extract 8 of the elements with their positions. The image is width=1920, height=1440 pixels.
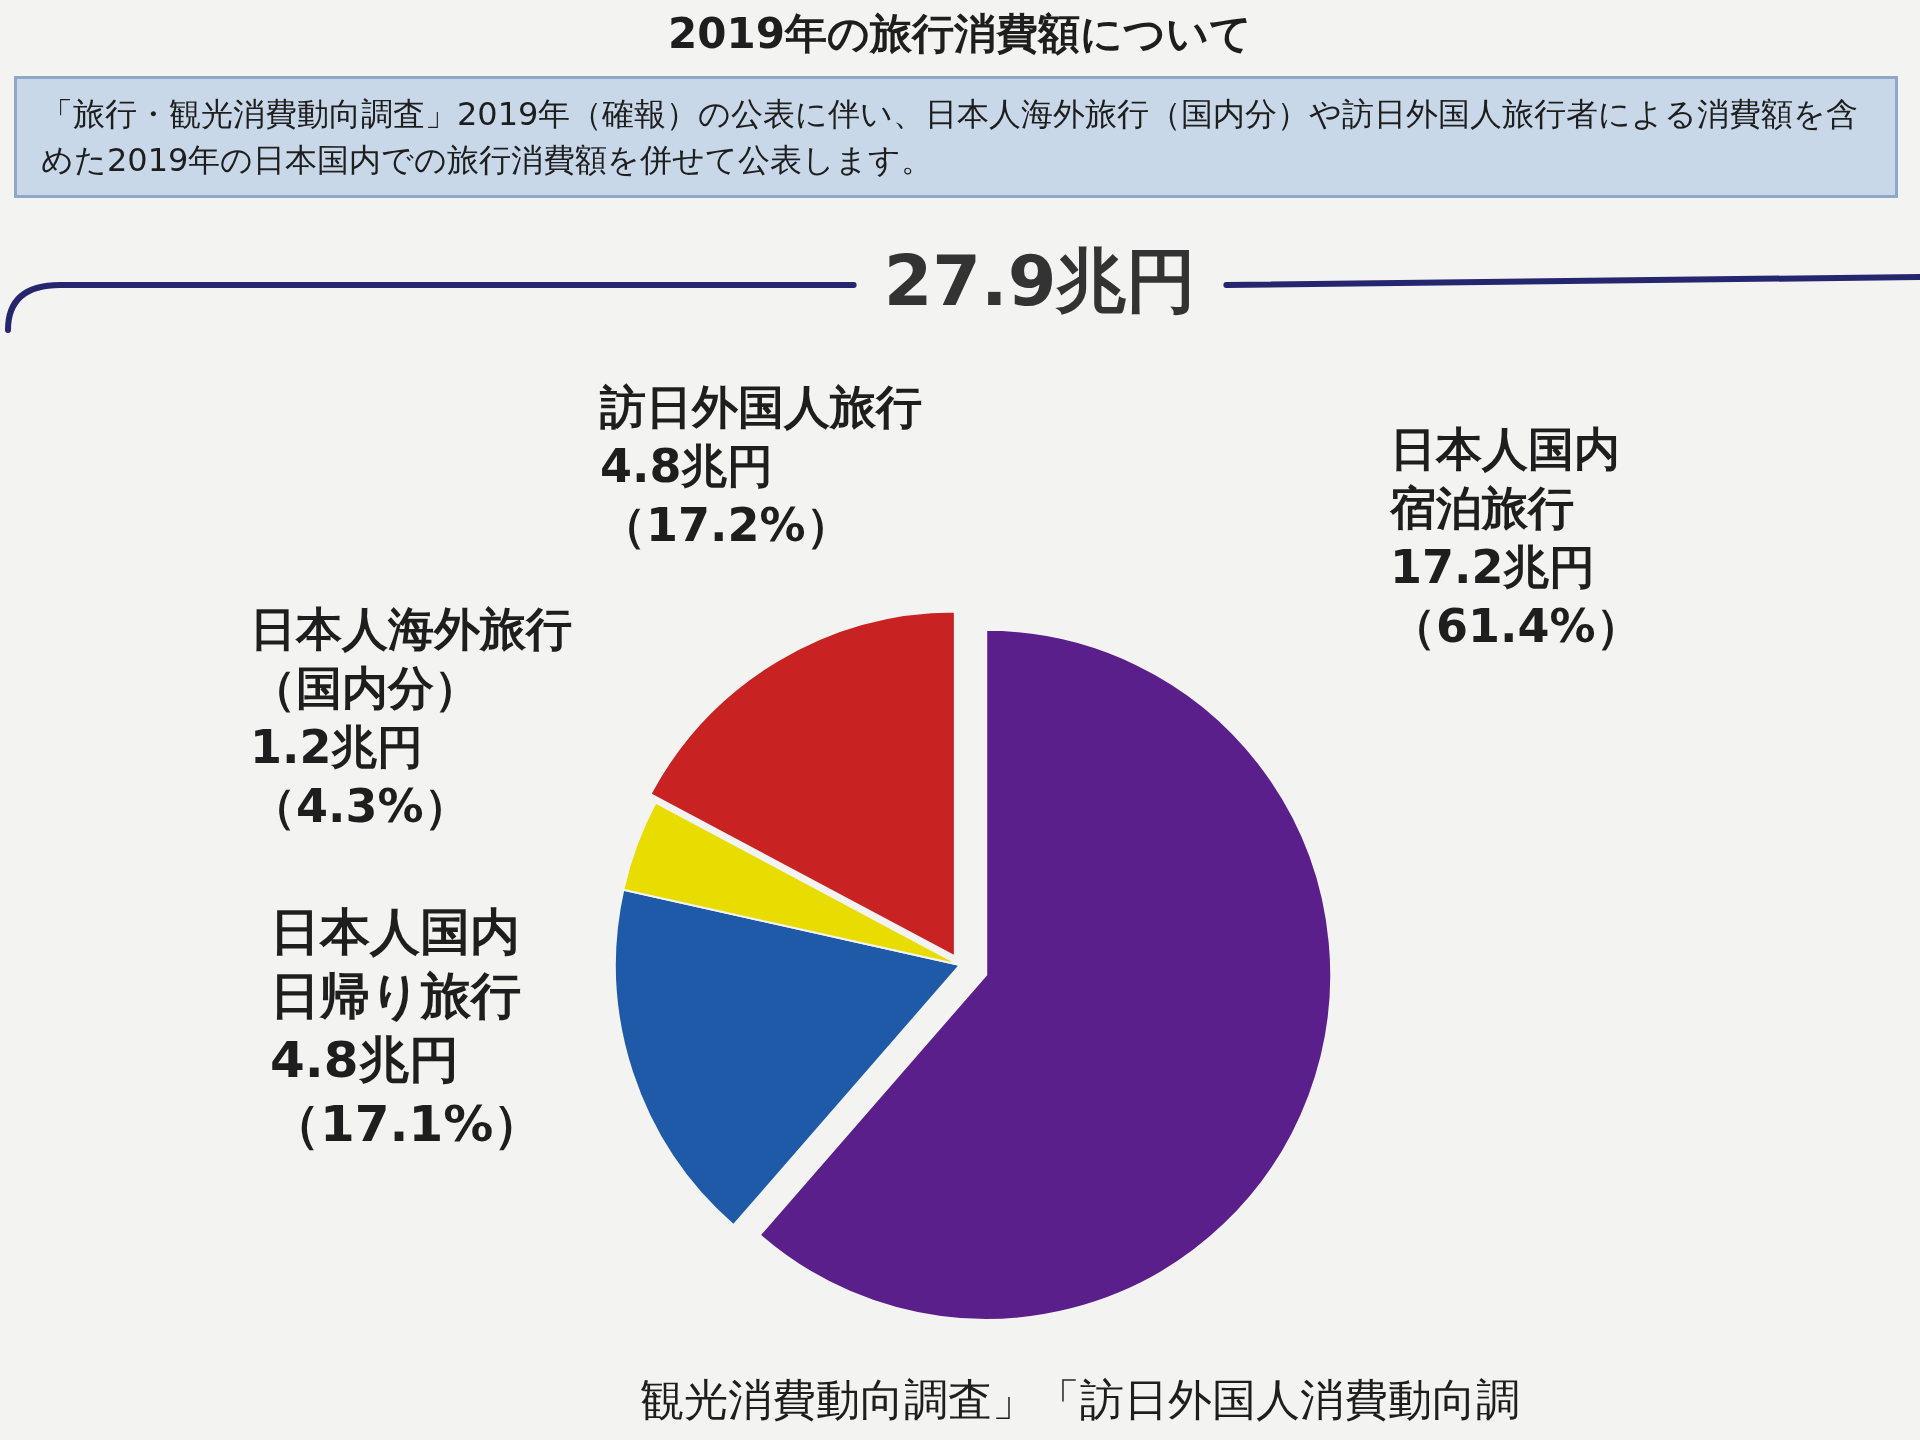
- title: 2019年の旅行消費額について: [667, 8, 1253, 60]
- annotation: 27.9兆円: [883, 239, 1197, 324]
- label: 日本人海外旅行（国内分） 1.2兆円（4.3%）: [250, 601, 573, 835]
- label: 訪日外国人旅行 4.8兆円（17.2%）: [600, 379, 923, 554]
- label: 日本人国内宿泊旅行 17.2兆円（61.4%）: [1390, 421, 1630, 655]
- subtitle: 「旅行・観光消費動向調査」2019年（確報）の公表に伴い、日本人海外旅行（国内分）や訪日外国人旅行者による消費額を含めた2019年の日本国内での旅行消費額を併せて公表します。: [14, 76, 1898, 198]
- label: 日本人国内日帰り旅行 4.8兆円（17.1%）: [270, 902, 530, 1155]
- annotation: 観光消費動向調査」「訪日外国人消費動向調: [640, 1373, 1520, 1427]
